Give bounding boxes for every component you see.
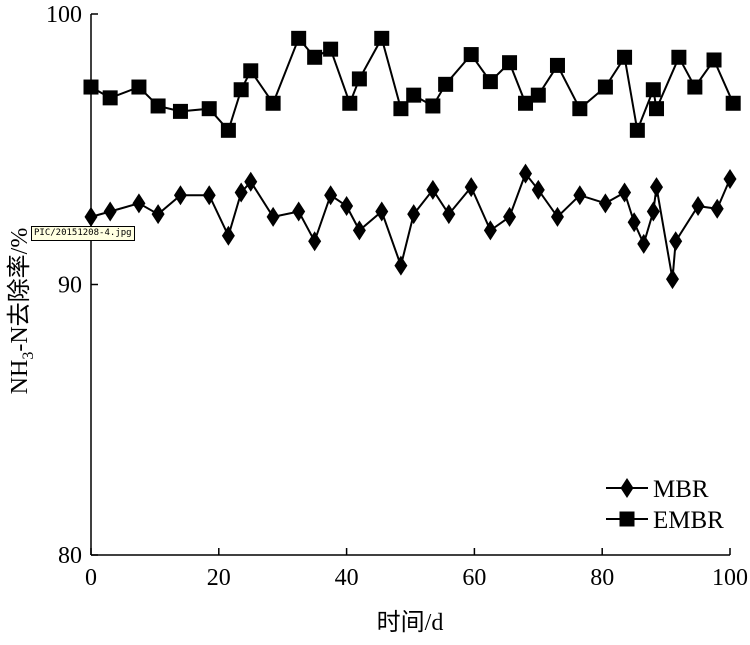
mbr-point <box>151 204 165 225</box>
mbr-point <box>650 177 664 198</box>
x-tick-label-20: 20 <box>207 565 231 591</box>
x-tick-label-60: 60 <box>462 565 486 591</box>
embr-point <box>425 98 441 114</box>
embr-point <box>83 79 99 95</box>
mbr-point <box>266 206 280 227</box>
mbr-point <box>234 182 248 203</box>
mbr-point <box>324 185 338 206</box>
legend-embr-marker <box>619 511 635 527</box>
axis-ticks: 0 20 40 60 80 100 80 90 100 <box>46 2 748 591</box>
image-filename-label: PIC/20151208-4.jpg <box>31 226 135 241</box>
embr-point <box>645 82 661 98</box>
mbr-point <box>573 185 587 206</box>
mbr-point <box>503 206 517 227</box>
mbr-point <box>407 204 421 225</box>
embr-point <box>502 55 518 71</box>
mbr-point <box>84 206 98 227</box>
legend-embr-label: EMBR <box>653 507 724 534</box>
mbr-point <box>202 185 216 206</box>
embr-point <box>243 63 259 79</box>
mbr-point <box>519 163 533 184</box>
mbr-point <box>340 196 354 217</box>
mbr-point <box>598 193 612 214</box>
mbr-point <box>173 185 187 206</box>
mbr-point <box>308 231 322 252</box>
embr-point <box>687 79 703 95</box>
embr-point <box>406 87 422 103</box>
embr-point <box>291 30 307 46</box>
x-tick-label-100: 100 <box>712 565 748 591</box>
embr-point <box>150 98 166 114</box>
legend-mbr-label: MBR <box>653 476 709 503</box>
embr-point <box>597 79 613 95</box>
x-tick-label-40: 40 <box>335 565 359 591</box>
embr-point <box>725 95 741 111</box>
series-markers <box>83 30 741 290</box>
embr-point <box>201 101 217 117</box>
mbr-point <box>464 177 478 198</box>
embr-point <box>393 101 409 117</box>
embr-point <box>518 95 534 111</box>
x-tick-label-0: 0 <box>85 565 97 591</box>
mbr-point <box>637 233 651 254</box>
embr-point <box>374 30 390 46</box>
mbr-point <box>483 220 497 241</box>
mbr-point <box>646 201 660 222</box>
legend-mbr-marker <box>620 478 634 498</box>
embr-point <box>323 41 339 57</box>
mbr-point <box>426 179 440 200</box>
embr-point <box>307 49 323 65</box>
mbr-point <box>531 179 545 200</box>
mbr-point <box>375 201 389 222</box>
y-tick-label-90: 90 <box>58 273 82 299</box>
embr-point <box>342 95 358 111</box>
embr-point <box>265 95 281 111</box>
mbr-point <box>132 193 146 214</box>
mbr-point <box>710 198 724 219</box>
x-tick-label-80: 80 <box>590 565 614 591</box>
mbr-point <box>550 206 564 227</box>
embr-point <box>706 52 722 68</box>
mbr-point <box>618 182 632 203</box>
mbr-point <box>103 201 117 222</box>
mbr-point <box>221 225 235 246</box>
mbr-point <box>442 204 456 225</box>
embr-point <box>549 57 565 73</box>
embr-point <box>233 82 249 98</box>
embr-point <box>131 79 147 95</box>
embr-point <box>438 76 454 92</box>
legend: MBR EMBR <box>606 476 724 534</box>
embr-point <box>617 49 633 65</box>
mbr-point <box>352 220 366 241</box>
embr-point <box>629 122 645 138</box>
y-tick-label-100: 100 <box>46 2 82 28</box>
mbr-point <box>723 169 737 190</box>
embr-point <box>172 103 188 119</box>
mbr-point <box>691 196 705 217</box>
mbr-point <box>627 212 641 233</box>
embr-point <box>102 90 118 106</box>
embr-point <box>671 49 687 65</box>
mbr-point <box>669 231 683 252</box>
embr-point <box>463 47 479 63</box>
x-axis-label: 时间/d <box>377 609 444 636</box>
embr-point <box>482 74 498 90</box>
embr-point <box>220 122 236 138</box>
y-axis-label: NH3-N去除率/% <box>6 228 37 395</box>
mbr-point <box>394 255 408 276</box>
embr-point <box>572 101 588 117</box>
mbr-point <box>244 171 258 192</box>
embr-point <box>649 101 665 117</box>
mbr-point <box>292 201 306 222</box>
series-lines <box>90 35 735 280</box>
y-tick-label-80: 80 <box>58 543 82 569</box>
embr-point <box>351 71 367 87</box>
mbr-point <box>665 269 679 290</box>
embr-point <box>530 87 546 103</box>
